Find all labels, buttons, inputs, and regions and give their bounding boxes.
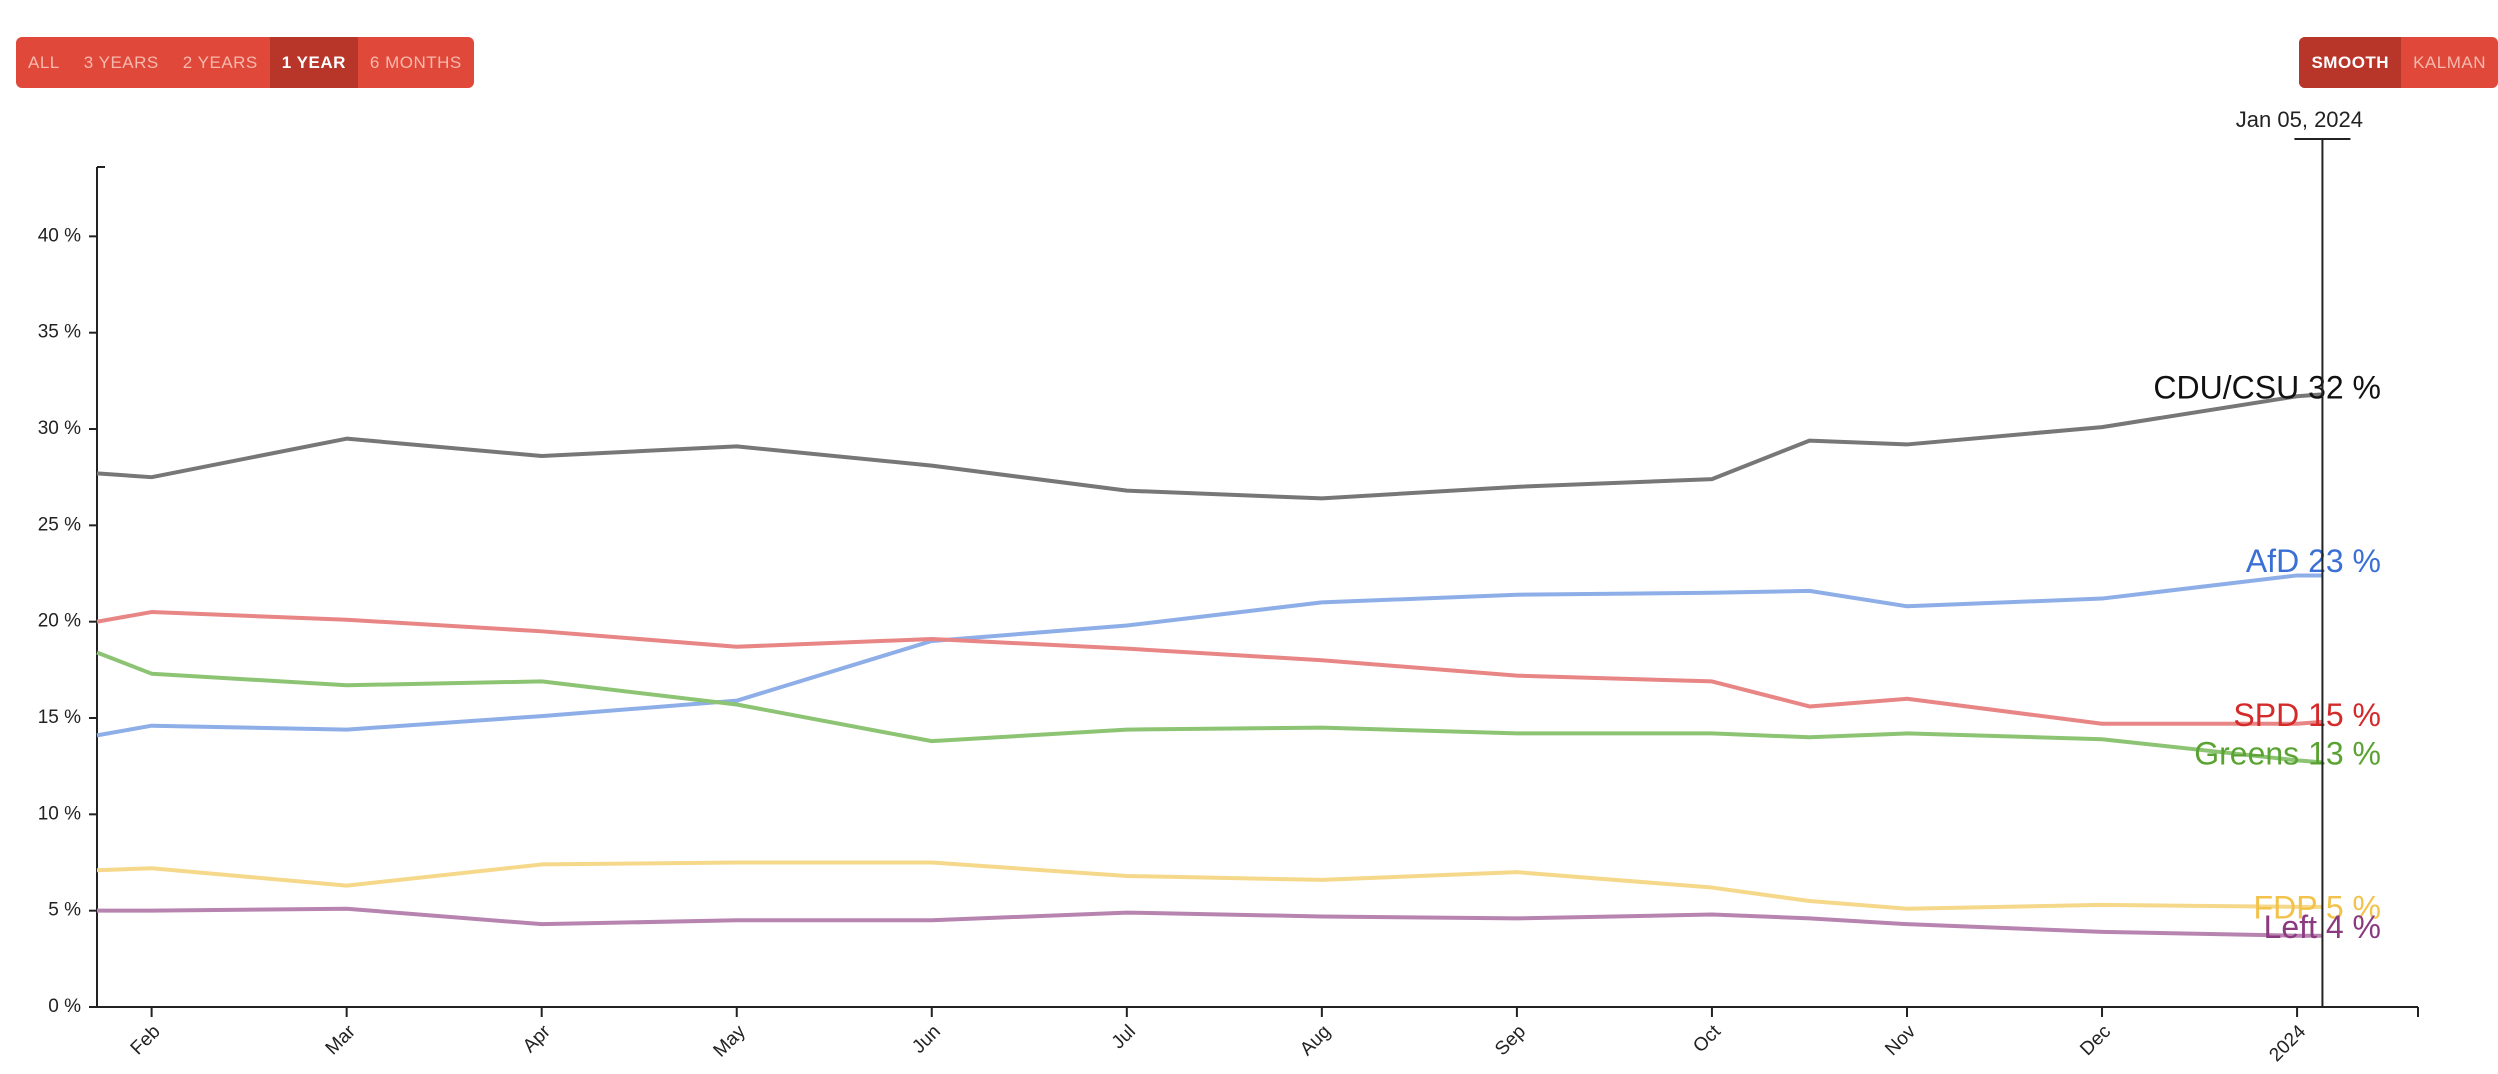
x-tick-label: Jul [1108,1021,1140,1053]
x-tick-label: Oct [1689,1021,1725,1057]
series-end-label: SPD 15 % [2233,697,2381,733]
series-end-label: AfD 23 % [2246,543,2381,579]
range-button[interactable]: 1 YEAR [269,37,358,88]
x-tick-label: 2024 [2265,1021,2310,1066]
series-name: SPD [2233,697,2299,733]
y-tick-label: 0 % [48,996,81,1017]
series-name: FDP [2254,890,2317,926]
series-name: AfD [2246,543,2299,579]
series-latest: 23 % [2308,543,2381,579]
y-tick-label: 15 % [38,707,81,728]
y-tick-label: 40 % [38,225,81,246]
range-button[interactable]: 3 YEARS [83,53,159,72]
cursor-label: Jan 05, 2024 [2236,107,2363,132]
x-tick-label: Sep [1491,1021,1530,1060]
y-tick-label: 10 % [38,803,81,824]
x-tick-label: Feb [127,1021,165,1059]
mode-button[interactable]: KALMAN [2413,53,2486,72]
x-tick-label: Jun [908,1021,945,1058]
mode-selector: SMOOTH KALMAN [2299,37,2498,88]
series-line [96,573,2323,738]
x-tick-label: Dec [2076,1021,2115,1060]
x-tick-label: Aug [1296,1021,1335,1060]
series-latest: 32 % [2308,370,2381,406]
series-latest: 13 % [2308,736,2381,772]
series-line [96,610,2323,726]
y-tick-label: 20 % [38,611,81,632]
range-button[interactable]: 2 YEARS [182,53,258,72]
series-line [96,860,2323,911]
range-button[interactable]: 6 MONTHS [369,53,462,72]
y-tick-label: 5 % [48,900,81,921]
series-line [97,906,2323,938]
series-end-label: FDP 5 % [2254,890,2381,926]
series-latest: 5 % [2326,890,2381,926]
series-line [96,392,2323,501]
range-selector: ALL 3 YEARS 2 YEARS 1 YEAR 6 MONTHS [16,37,474,88]
series-name: CDU/CSU [2153,370,2299,406]
series-line [96,650,2323,765]
range-button[interactable]: ALL [28,53,60,72]
y-tick-label: 30 % [38,418,81,439]
x-tick-label: Apr [519,1021,555,1057]
series-end-label: CDU/CSU 32 % [2153,370,2381,406]
series-latest: 15 % [2308,697,2381,733]
y-tick-label: 25 % [38,514,81,535]
mode-button[interactable]: SMOOTH [2299,37,2402,88]
series-end-label: Left 4 % [2264,909,2381,945]
series-end-label: Greens 13 % [2194,736,2381,772]
series-name: Greens [2194,736,2299,772]
x-tick-label: Mar [322,1021,360,1059]
series-latest: 4 % [2326,909,2381,945]
series-name: Left [2264,909,2317,945]
y-tick-label: 35 % [38,322,81,343]
x-tick-label: Nov [1881,1021,1920,1060]
x-tick-label: May [710,1021,751,1062]
